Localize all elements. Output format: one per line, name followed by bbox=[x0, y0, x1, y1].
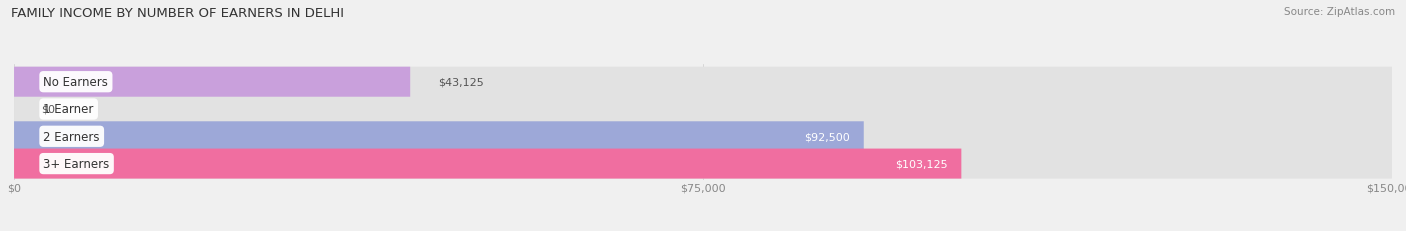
FancyBboxPatch shape bbox=[14, 67, 411, 97]
Text: $92,500: $92,500 bbox=[804, 132, 851, 142]
Text: No Earners: No Earners bbox=[44, 76, 108, 89]
FancyBboxPatch shape bbox=[14, 122, 1392, 152]
Text: 3+ Earners: 3+ Earners bbox=[44, 157, 110, 170]
Text: $0: $0 bbox=[42, 105, 56, 115]
Text: $43,125: $43,125 bbox=[437, 77, 484, 87]
Text: FAMILY INCOME BY NUMBER OF EARNERS IN DELHI: FAMILY INCOME BY NUMBER OF EARNERS IN DE… bbox=[11, 7, 344, 20]
Text: $103,125: $103,125 bbox=[896, 159, 948, 169]
FancyBboxPatch shape bbox=[14, 67, 1392, 97]
Text: Source: ZipAtlas.com: Source: ZipAtlas.com bbox=[1284, 7, 1395, 17]
FancyBboxPatch shape bbox=[14, 149, 962, 179]
Text: 2 Earners: 2 Earners bbox=[44, 130, 100, 143]
FancyBboxPatch shape bbox=[14, 122, 863, 152]
Text: 1 Earner: 1 Earner bbox=[44, 103, 94, 116]
FancyBboxPatch shape bbox=[14, 149, 1392, 179]
FancyBboxPatch shape bbox=[14, 94, 1392, 125]
